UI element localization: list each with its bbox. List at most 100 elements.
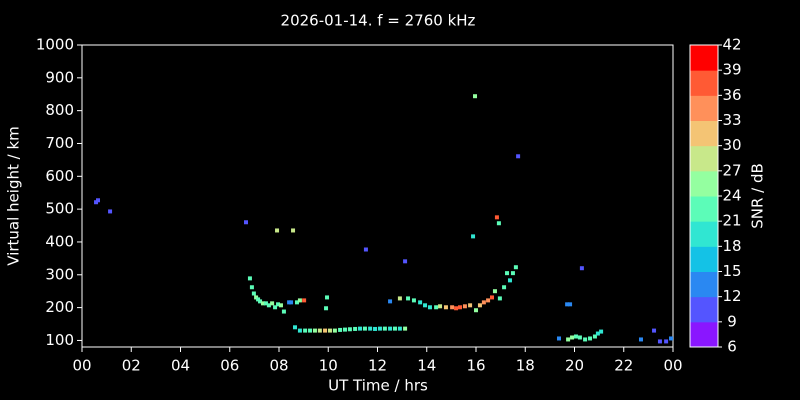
- data-point: [652, 328, 657, 333]
- data-point: [96, 198, 101, 203]
- data-point: [481, 300, 486, 305]
- data-point: [266, 303, 271, 308]
- data-point: [556, 336, 561, 341]
- data-point: [317, 328, 322, 333]
- data-point: [438, 304, 443, 309]
- y-tick-label: 800: [45, 101, 74, 119]
- data-point: [392, 326, 397, 331]
- data-point: [363, 247, 368, 252]
- data-point: [516, 154, 521, 159]
- data-point: [454, 306, 459, 311]
- data-point: [249, 285, 254, 290]
- data-point: [332, 328, 337, 333]
- data-point: [657, 339, 662, 344]
- data-point: [664, 339, 669, 344]
- data-point: [297, 298, 302, 303]
- x-tick-label: 14: [417, 357, 436, 375]
- data-point: [302, 298, 307, 303]
- y-axis-label: Virtual height / km: [5, 126, 23, 265]
- data-point: [468, 303, 473, 308]
- data-point: [388, 326, 393, 331]
- data-point: [496, 221, 501, 226]
- data-point: [377, 326, 382, 331]
- data-point: [473, 94, 478, 99]
- data-point: [273, 305, 278, 310]
- colorbar-swatch: [690, 45, 718, 71]
- data-point: [276, 302, 281, 307]
- data-point: [368, 326, 373, 331]
- data-point: [281, 309, 286, 314]
- y-tick-label: 500: [45, 200, 74, 218]
- data-point: [353, 326, 358, 331]
- x-tick-label: 22: [614, 357, 633, 375]
- data-point: [397, 296, 402, 301]
- data-point: [362, 326, 367, 331]
- data-point: [588, 336, 593, 341]
- data-point: [462, 304, 467, 309]
- data-point: [388, 299, 393, 304]
- y-tick-label: 700: [45, 134, 74, 152]
- colorbar-tick-label: 12: [722, 287, 741, 305]
- data-point: [263, 301, 268, 306]
- x-axis-label: UT Time / hrs: [328, 377, 428, 395]
- colorbar-swatch: [690, 170, 718, 197]
- data-point: [579, 266, 584, 271]
- data-point: [457, 305, 462, 310]
- data-point: [275, 228, 280, 233]
- data-point: [450, 305, 455, 310]
- y-tick-label: 900: [45, 68, 74, 86]
- colorbar-tick-label: 9: [727, 312, 737, 330]
- data-point: [294, 300, 299, 305]
- x-tick-label: 04: [171, 357, 190, 375]
- colorbar-tick-label: 36: [722, 86, 741, 104]
- x-tick-label: 12: [368, 357, 387, 375]
- colorbar-swatch: [690, 221, 718, 247]
- x-tick-label: 10: [319, 357, 338, 375]
- data-point: [325, 295, 330, 300]
- data-point: [474, 308, 478, 313]
- data-point: [513, 265, 518, 270]
- data-point: [403, 259, 408, 264]
- colorbar-tick-label: 21: [722, 212, 741, 230]
- colorbar-swatch: [690, 145, 718, 172]
- data-point: [502, 285, 507, 290]
- x-tick-label: 00: [663, 357, 682, 375]
- data-point: [411, 298, 416, 303]
- colorbar-tick-label: 6: [727, 338, 737, 356]
- data-point: [565, 302, 570, 307]
- data-point: [570, 335, 575, 340]
- data-point: [382, 326, 387, 331]
- data-point: [403, 326, 408, 331]
- y-tick-label: 100: [45, 331, 74, 349]
- data-point: [427, 305, 432, 310]
- x-tick-label: 02: [122, 357, 141, 375]
- data-point: [599, 329, 604, 334]
- data-point: [595, 331, 600, 336]
- y-tick-label: 300: [45, 265, 74, 283]
- data-point: [260, 301, 265, 306]
- data-point: [278, 303, 283, 308]
- chart-title: 2026-01-14. f = 2760 kHz: [281, 12, 476, 30]
- data-point: [358, 326, 363, 331]
- y-tick-label: 600: [45, 167, 74, 185]
- data-point: [434, 305, 439, 310]
- x-tick-label: 06: [220, 357, 239, 375]
- colorbar-swatch: [690, 95, 718, 121]
- data-point: [573, 334, 578, 339]
- colorbar-tick-label: 24: [722, 187, 741, 205]
- colorbar-swatch: [690, 70, 718, 96]
- plot-frame: [81, 44, 674, 348]
- colorbar-swatch: [690, 196, 718, 222]
- data-point: [247, 276, 252, 281]
- data-point: [244, 220, 249, 225]
- data-point: [471, 234, 476, 239]
- data-point: [592, 334, 597, 339]
- x-tick-label: 00: [72, 357, 91, 375]
- data-point: [505, 271, 510, 276]
- x-tick-label: 08: [269, 357, 288, 375]
- data-point: [258, 299, 263, 304]
- x-tick-label: 16: [466, 357, 485, 375]
- data-point: [338, 327, 343, 332]
- data-point: [308, 328, 313, 333]
